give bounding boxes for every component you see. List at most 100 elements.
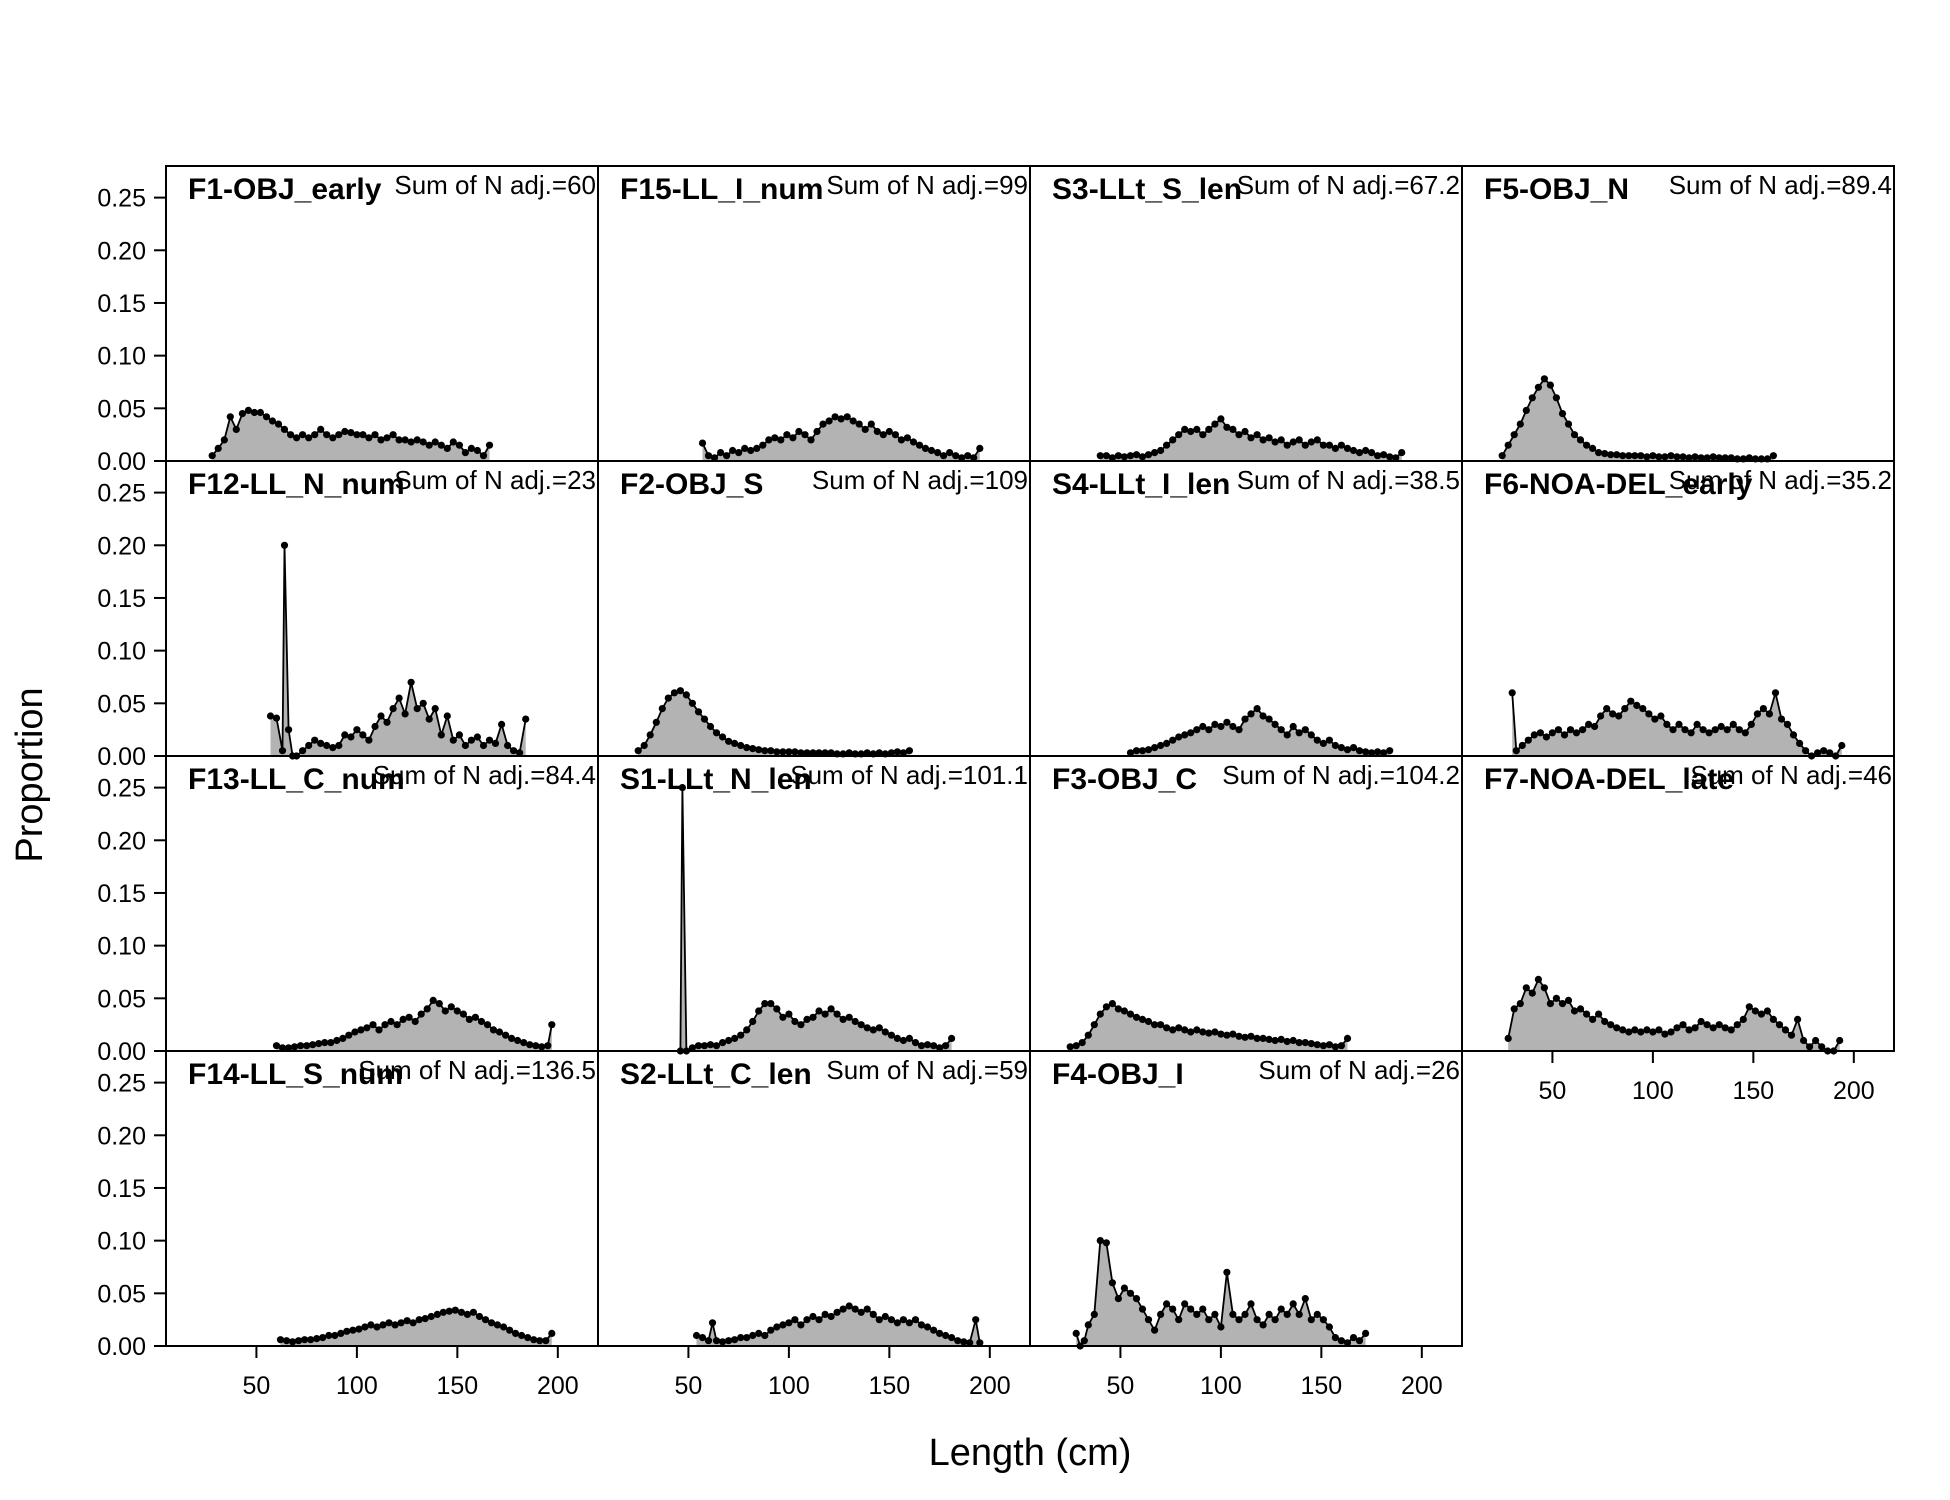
data-point (1283, 1310, 1291, 1318)
data-point (315, 1040, 323, 1048)
data-point (753, 444, 761, 452)
data-point (911, 1039, 920, 1047)
data-point (1343, 444, 1352, 452)
y-tick-label: 0.10 (97, 1228, 146, 1256)
data-point (905, 1034, 914, 1042)
data-point (1362, 748, 1370, 756)
data-point (401, 436, 409, 444)
data-point (881, 1312, 889, 1321)
data-point (1084, 1031, 1092, 1039)
data-point (530, 1336, 538, 1344)
data-point (1609, 710, 1617, 718)
panel-border (1029, 165, 1463, 462)
y-tick-label: 0.05 (97, 985, 146, 1013)
data-point (1132, 451, 1141, 459)
data-point (1794, 1015, 1802, 1024)
data-point (1806, 1043, 1814, 1051)
data-point (1307, 731, 1315, 739)
data-point (942, 1042, 950, 1050)
data-point (1325, 441, 1333, 449)
data-point (1655, 453, 1663, 461)
data-point (827, 1005, 835, 1013)
data-point (1585, 720, 1593, 729)
data-point (1715, 1021, 1723, 1029)
data-point (1175, 431, 1183, 439)
data-point (1368, 749, 1376, 757)
data-point (1362, 1329, 1370, 1337)
panel-F15-LL_I_num: F15-LL_I_num Sum of N adj.=99 (597, 165, 1031, 462)
data-point (849, 417, 857, 425)
panel-title: F3-OBJ_C (1052, 763, 1197, 796)
panel-F2-OBJ_S: F2-OBJ_S Sum of N adj.=109 (597, 460, 1031, 758)
data-point (1235, 1316, 1243, 1324)
data-point (1579, 726, 1587, 734)
data-point (1277, 1305, 1285, 1313)
data-point (365, 434, 373, 442)
data-point (857, 1021, 865, 1029)
data-point (1259, 436, 1267, 444)
data-point (1548, 729, 1556, 737)
data-point (1241, 1033, 1249, 1041)
data-point (493, 1321, 502, 1329)
data-point (405, 1013, 413, 1021)
data-point (506, 1326, 514, 1334)
data-point (923, 1323, 932, 1331)
data-point (833, 1010, 841, 1018)
panel-annotation: Sum of N adj.=23 (394, 465, 596, 495)
data-point (1771, 689, 1780, 697)
data-point (1802, 747, 1810, 755)
data-point (779, 1321, 787, 1329)
panel-S2-LLt_C_len: S2-LLt_C_len Sum of N adj.=59 50 100 150 200 (597, 1050, 1031, 1400)
data-point (1157, 1310, 1165, 1318)
data-point (755, 1329, 763, 1337)
data-point (1603, 705, 1611, 713)
data-point (226, 413, 234, 421)
data-point (1735, 726, 1743, 734)
data-point (331, 1331, 339, 1340)
data-point (1564, 996, 1573, 1005)
data-point (1589, 1015, 1597, 1024)
data-point (1331, 1334, 1339, 1342)
data-point (1169, 736, 1177, 744)
data-point (1072, 1042, 1080, 1050)
data-point (297, 1042, 305, 1050)
data-point (1739, 1015, 1747, 1024)
data-point (1673, 1024, 1681, 1032)
data-point (1534, 383, 1542, 391)
data-point (1697, 1017, 1705, 1026)
data-point (725, 1337, 733, 1345)
data-point (1751, 1007, 1759, 1015)
data-point (1229, 1030, 1237, 1038)
data-point (435, 1000, 443, 1008)
data-point (369, 1021, 377, 1029)
y-tick-label: 0.20 (97, 827, 146, 855)
data-point (646, 731, 654, 739)
data-point (232, 425, 240, 433)
data-point (940, 452, 948, 460)
data-point (309, 1041, 317, 1049)
data-point (678, 784, 687, 792)
data-point (1597, 712, 1605, 720)
panel-annotation: Sum of N adj.=60 (394, 170, 596, 200)
area-fill (702, 416, 980, 461)
data-point (759, 441, 767, 449)
data-point (863, 1024, 871, 1032)
data-point (1836, 1036, 1844, 1045)
data-point (1157, 741, 1165, 750)
x-tick-label: 50 (675, 1372, 703, 1400)
data-point (1301, 1295, 1309, 1303)
data-point (359, 731, 367, 739)
data-point (1691, 453, 1699, 461)
data-point (1711, 726, 1719, 734)
panel-title: S2-LLt_C_len (620, 1058, 812, 1091)
data-point (1343, 1034, 1352, 1042)
data-point (256, 408, 264, 417)
data-point (1838, 741, 1846, 750)
data-point (1583, 441, 1591, 449)
data-point (725, 1036, 733, 1045)
data-point (1241, 715, 1249, 723)
y-tick-label: 0.00 (97, 1333, 146, 1361)
data-point (295, 1337, 303, 1345)
data-point (333, 1036, 341, 1045)
